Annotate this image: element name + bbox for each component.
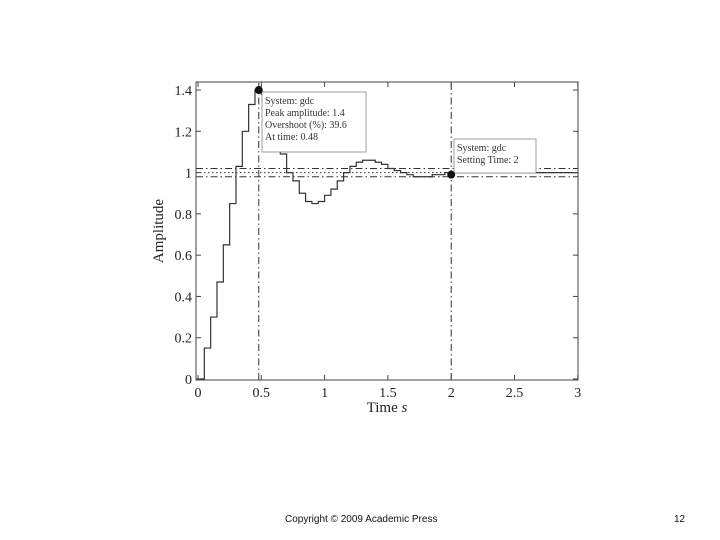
datatip-line: System: gdc xyxy=(265,96,315,107)
x-tick-label: 3 xyxy=(574,386,581,401)
y-tick-label: 0 xyxy=(185,373,192,388)
y-tick-label: 0.8 xyxy=(175,208,193,223)
datatip-marker xyxy=(254,86,263,95)
x-tick-label: 1.5 xyxy=(379,386,397,401)
y-tick-label: 0.6 xyxy=(175,249,193,264)
y-axis-label: Amplitude xyxy=(151,199,167,264)
y-tick-label: 0.4 xyxy=(175,290,193,305)
x-tick-label: 2.5 xyxy=(506,386,524,401)
reference-lines xyxy=(196,82,578,380)
x-tick-label: 1 xyxy=(321,386,328,401)
datatip-line: At time: 0.48 xyxy=(265,132,318,143)
y-tick-label: 1.4 xyxy=(175,84,193,99)
x-axis-label-group: Time s xyxy=(367,400,408,416)
datatip-line: Overshoot (%): 39.6 xyxy=(265,120,347,131)
ticks-layer: 0 0.5 1 1.5 2 2.5 3 0 0.2 0.4 0.6 0.8 1 1.2 1.4 xyxy=(175,82,581,401)
y-tick-label: 1.2 xyxy=(175,125,193,140)
x-axis-label: Time xyxy=(367,400,398,416)
copyright-text: Copyright © 2009 Academic Press xyxy=(285,514,438,525)
datatip-line: Peak amplitude: 1.4 xyxy=(265,108,345,119)
page-number: 12 xyxy=(674,514,686,525)
markers-layer xyxy=(254,86,456,179)
y-tick-label: 1 xyxy=(185,167,192,182)
datatip-box xyxy=(261,91,367,153)
x-tick-label: 0.5 xyxy=(253,386,271,401)
datatip-box xyxy=(453,138,537,174)
x-tick-label: 2 xyxy=(448,386,455,401)
x-axis-label-unit: s xyxy=(402,400,408,416)
datatip-line: Setting Time: 2 xyxy=(457,155,519,166)
plot-area-frame xyxy=(195,81,579,381)
x-tick-label: 0 xyxy=(195,386,202,401)
datatip-line: System: gdc xyxy=(457,143,507,154)
datatip-marker xyxy=(447,170,456,179)
y-tick-label: 0.2 xyxy=(175,332,193,347)
